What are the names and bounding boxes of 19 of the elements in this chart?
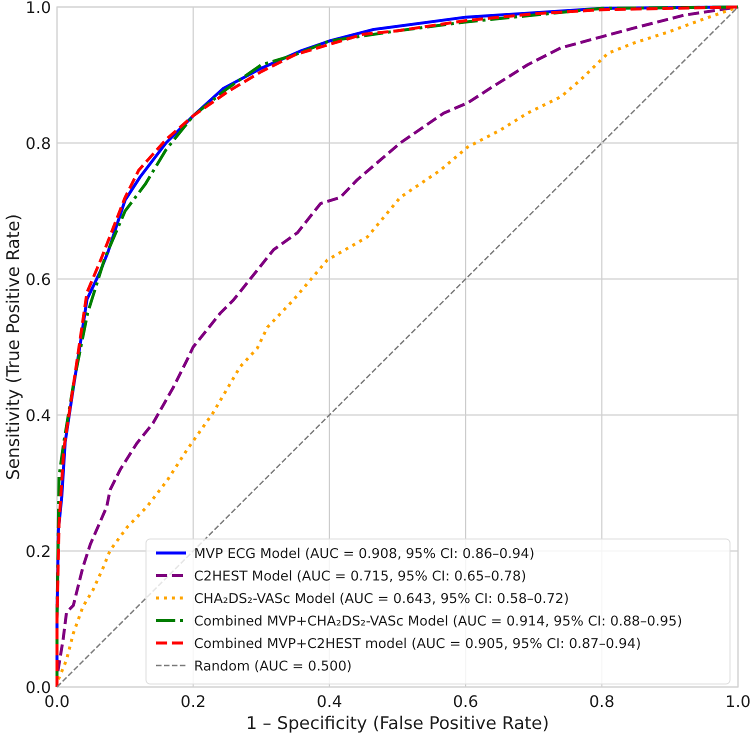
x-tick-label: 0.8 <box>589 692 615 711</box>
x-tick-label: 0.0 <box>44 692 70 711</box>
x-tick-label: 1.0 <box>725 692 751 711</box>
legend-label: Random (AUC = 0.500) <box>194 658 352 674</box>
y-tick-label: 0.8 <box>26 134 51 153</box>
legend-label: C2HEST Model (AUC = 0.715, 95% CI: 0.65–0.78) <box>194 568 526 584</box>
y-tick-label: 0.4 <box>26 406 51 425</box>
legend-label: Combined MVP+C2HEST model (AUC = 0.905, 95% CI: 0.87–0.94) <box>194 636 641 652</box>
y-tick-label: 1.0 <box>26 0 51 17</box>
legend-label: CHA₂DS₂-VASc Model (AUC = 0.643, 95% CI: 0.58–0.72) <box>194 591 570 607</box>
x-tick-label: 0.4 <box>316 692 342 711</box>
y-tick-label: 0.6 <box>26 270 51 289</box>
x-tick-label: 0.2 <box>180 692 206 711</box>
x-tick-label: 0.6 <box>452 692 478 711</box>
legend-label: MVP ECG Model (AUC = 0.908, 95% CI: 0.86–0.94) <box>194 546 534 562</box>
x-axis-title: 1 – Specificity (False Positive Rate) <box>246 714 550 734</box>
y-tick-label: 0.2 <box>26 542 51 561</box>
y-axis-title: Sensitivity (True Positive Rate) <box>4 214 24 480</box>
legend-label: Combined MVP+CHA₂DS₂-VASc Model (AUC = 0.914, 95% CI: 0.88–0.95) <box>194 614 682 630</box>
